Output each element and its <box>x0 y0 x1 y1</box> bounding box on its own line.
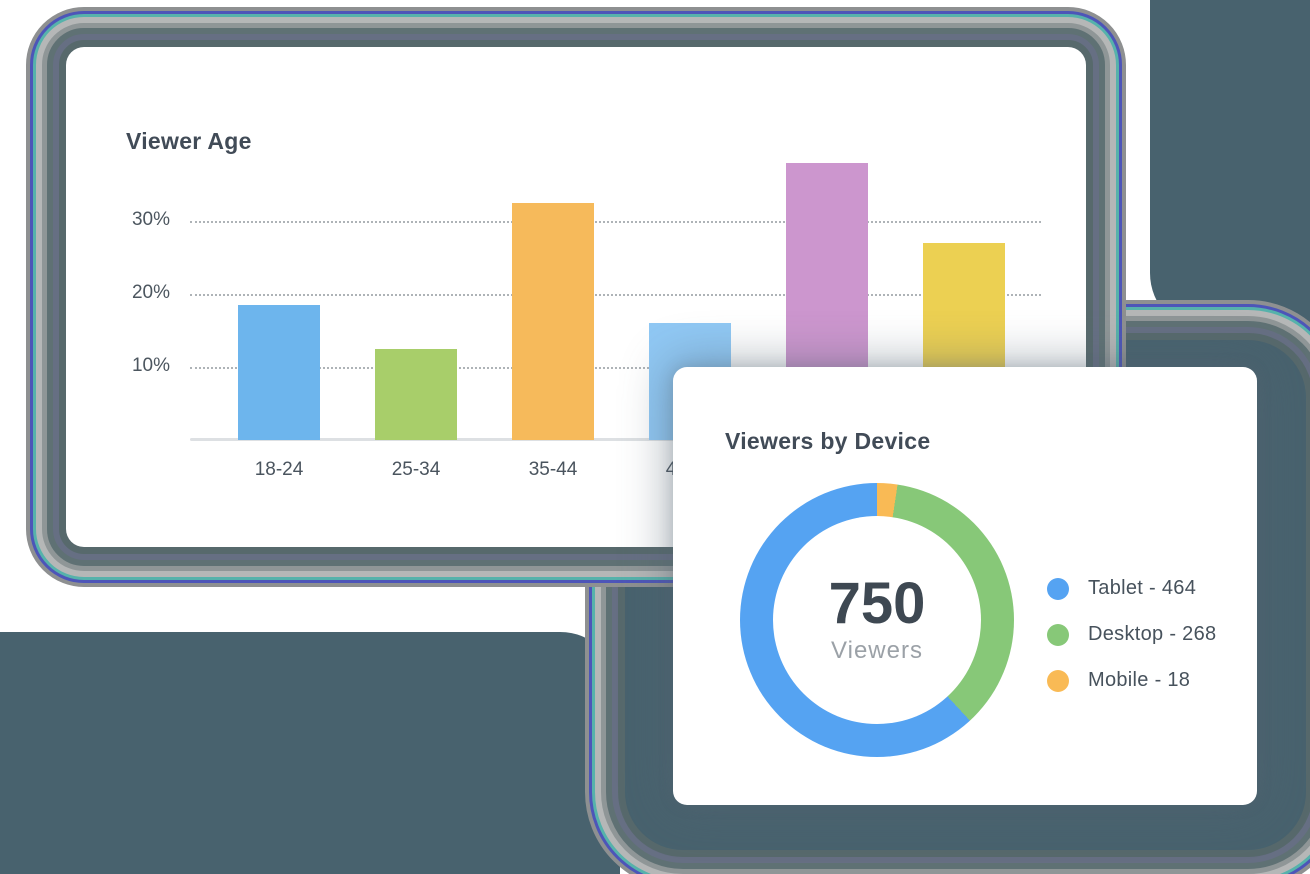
gridline-10% <box>190 367 1041 369</box>
legend-item-mobile[interactable]: Mobile - 18 <box>1047 669 1216 692</box>
total-viewers-label: Viewers <box>831 637 923 664</box>
total-viewers-value: 750 <box>828 571 926 636</box>
x-axis-baseline <box>190 438 1041 441</box>
y-axis-tick-label: 20% <box>131 282 170 303</box>
desktop-color-dot-icon <box>1047 623 1069 646</box>
backdrop-dark-top-right <box>1150 0 1310 333</box>
mobile-color-dot-icon <box>1047 669 1069 692</box>
gridline-20% <box>190 294 1041 296</box>
x-axis-label-18-24: 18-24 <box>254 459 304 480</box>
y-axis-tick-label: 10% <box>131 355 170 376</box>
x-axis-label-35-44: 35-44 <box>528 459 578 480</box>
legend-label: Tablet - 464 <box>1088 577 1197 599</box>
legend-item-desktop[interactable]: Desktop - 268 <box>1047 623 1216 646</box>
viewer-age-title: Viewer Age <box>126 128 252 155</box>
legend-item-tablet[interactable]: Tablet - 464 <box>1047 577 1216 600</box>
bar-18-24[interactable] <box>238 305 320 440</box>
donut-center: 750 Viewers <box>773 516 981 724</box>
legend-label: Desktop - 268 <box>1088 623 1217 645</box>
viewer-age-card: Viewer Age 30%20%10% 18-2425-3435-4445-5… <box>66 47 1086 547</box>
legend-label: Mobile - 18 <box>1088 669 1191 691</box>
gridline-30% <box>190 221 1041 223</box>
y-axis-tick-label: 30% <box>131 209 170 230</box>
viewers-by-device-title: Viewers by Device <box>725 428 931 455</box>
bar-35-44[interactable] <box>512 203 594 440</box>
x-axis-label-25-34: 25-34 <box>391 459 441 480</box>
viewers-by-device-card: Viewers by Device 750 Viewers Tablet - 4… <box>673 367 1257 805</box>
backdrop-dark-bottom-left <box>0 632 620 874</box>
tablet-color-dot-icon <box>1047 577 1069 600</box>
device-donut-chart[interactable]: 750 Viewers <box>740 483 1014 757</box>
device-legend: Tablet - 464 Desktop - 268 Mobile - 18 <box>1047 577 1216 692</box>
bar-25-34[interactable] <box>375 349 457 440</box>
